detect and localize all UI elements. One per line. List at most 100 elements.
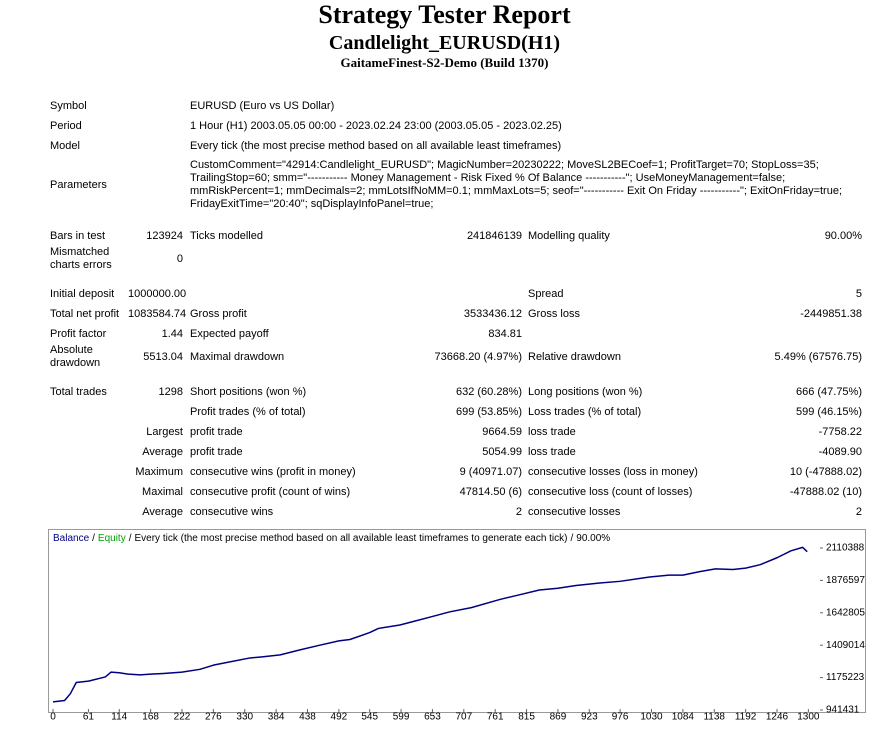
row-label: Maximal [142,485,183,498]
stat-cell: consecutive wins (profit in money) 9 (409… [190,466,522,479]
y-tick-label: 1876597 [826,575,865,586]
row-label: Profit factor [50,327,107,340]
stat-label: Maximal drawdown [190,350,285,363]
x-tick-label: 707 [455,712,472,723]
row-label: Mismatched charts errors [50,246,112,271]
x-tick-label: 761 [487,712,504,723]
stat-cell: Maximal drawdown 73668.20 (4.97%) [190,351,522,364]
balance-line [52,546,808,703]
stat-value: 10 (-47888.02) [789,465,862,478]
stat-cell: Expected payoff 834.81 [190,328,522,341]
stat-cell: Ticks modelled 241846139 [190,230,522,243]
stat-label: consecutive wins [190,505,274,518]
stat-value: 9 (40971.07) [459,465,522,478]
section: Initial deposit 1000000.00 Spread 5 Total ne… [50,284,862,370]
x-tick-label: 114 [111,712,127,723]
legend-equity: Equity [98,533,126,544]
x-tick-label: 438 [299,712,316,723]
stat-value: -47888.02 (10) [789,485,862,498]
stat-value: 5054.99 [482,445,522,458]
stat-label: Expected payoff [190,327,269,340]
row-value: 1 Hour (H1) 2003.05.05 00:00 - 2023.02.2… [190,119,562,132]
row-value: Every tick (the most precise method base… [190,139,562,152]
stat-label: Long positions (won %) [528,385,643,398]
x-tick-label: 0 [50,712,56,723]
stat-cell: consecutive loss (count of losses) -47888… [528,486,862,499]
stat-label: Spread [528,287,564,300]
legend-separator: / [92,533,95,544]
x-tick-label: 815 [518,712,535,723]
stat-cell: loss trade -7758.22 [528,426,862,439]
report-table: Symbol EURUSD (Euro vs US Dollar) Period 1 … [50,96,862,522]
stat-label: consecutive profit (count of wins) [190,485,351,498]
stat-label: Short positions (won %) [190,385,307,398]
stat-row: Profit factor 1.44 Expected payoff 834.81 [50,324,862,344]
stat-label: profit trade [190,425,243,438]
stat-cell: profit trade 9664.59 [190,426,522,439]
stat-label: consecutive losses [528,505,621,518]
row-label: Largest [146,425,183,438]
x-tick-label: 1138 [703,712,725,723]
x-tick-label: 869 [550,712,567,723]
stat-value: 5 [855,287,862,300]
stat-cell: Spread 5 [528,288,862,301]
stat-value: 3533436.12 [463,307,522,320]
x-tick-label: 1300 [797,712,820,723]
row-label: Absolute drawdown [50,344,101,369]
x-tick-label: 330 [236,712,253,723]
stat-value: -7758.22 [818,425,862,438]
stat-value: -2449851.38 [800,307,862,320]
y-tick-label: 2110388 [826,543,865,554]
stat-row: Average profit trade 5054.99 loss trade -408… [50,442,862,462]
stat-label: Gross loss [528,307,580,320]
row-value: 1000000.00 [128,287,187,300]
stat-value: 666 (47.75%) [795,385,862,398]
x-tick-label: 222 [174,712,191,723]
stat-row: Average consecutive wins 2 consecutive loss… [50,502,862,522]
x-tick-label: 61 [83,712,95,723]
stat-cell: Relative drawdown 5.49% (67576.75) [528,351,862,364]
x-tick-label: 653 [424,712,441,723]
stat-cell: Long positions (won %) 666 (47.75%) [528,386,862,399]
row-value: 5513.04 [143,350,183,363]
row-label: Bars in test [50,229,106,242]
stat-label: consecutive loss (count of losses) [528,485,693,498]
report-title: Strategy Tester Report [318,0,571,29]
row-label: Average [142,505,183,518]
x-tick-label: 923 [581,712,598,723]
section: Symbol EURUSD (Euro vs US Dollar) Period 1 … [50,96,862,214]
stat-label: Ticks modelled [190,229,263,242]
parameter-line: TrailingStop=60; smm="----------- Money … [190,172,786,184]
stat-row: Maximal consecutive profit (count of wins… [50,482,862,502]
stat-value: 834.81 [488,327,522,340]
stat-cell: profit trade 5054.99 [190,446,522,459]
stat-value: 73668.20 (4.97%) [434,350,522,363]
stat-cell: consecutive wins 2 [190,506,522,519]
row-label: Average [142,445,183,458]
stat-value: 241846139 [466,229,522,242]
stat-value: 9664.59 [482,425,522,438]
info-row: Model Every tick (the most precise method… [50,136,862,156]
row-value: 1.44 [161,327,183,340]
parameter-line: mmRiskPercent=1; mmDecimals=2; mmLotsIfN… [190,185,843,197]
row-value: 0 [176,252,183,265]
stat-value: 90.00% [824,229,862,242]
chart-frame [48,529,866,713]
stat-label: Relative drawdown [528,350,621,363]
legend: Balance / Equity / Every tick (the most prec… [53,533,610,544]
row-label: Symbol [50,99,87,112]
row-label: Total net profit [50,307,120,320]
stat-value: 699 (53.85%) [455,405,522,418]
y-tick-label: 1409014 [826,640,865,651]
x-tick-label: 1192 [735,712,757,723]
info-row: Parameters CustomComment="42914:Candlelig… [50,156,862,214]
row-label: Model [50,139,80,152]
stat-value: 5.49% (67576.75) [774,350,862,363]
stat-cell: consecutive losses (loss in money) 10 (-4… [528,466,862,479]
stat-value: -4089.90 [818,445,862,458]
legend-quality: 90.00% [576,533,610,544]
x-tick-label: 168 [142,712,159,723]
stat-label: loss trade [528,445,576,458]
stat-value: 599 (46.15%) [795,405,862,418]
legend-balance: Balance [53,533,90,544]
